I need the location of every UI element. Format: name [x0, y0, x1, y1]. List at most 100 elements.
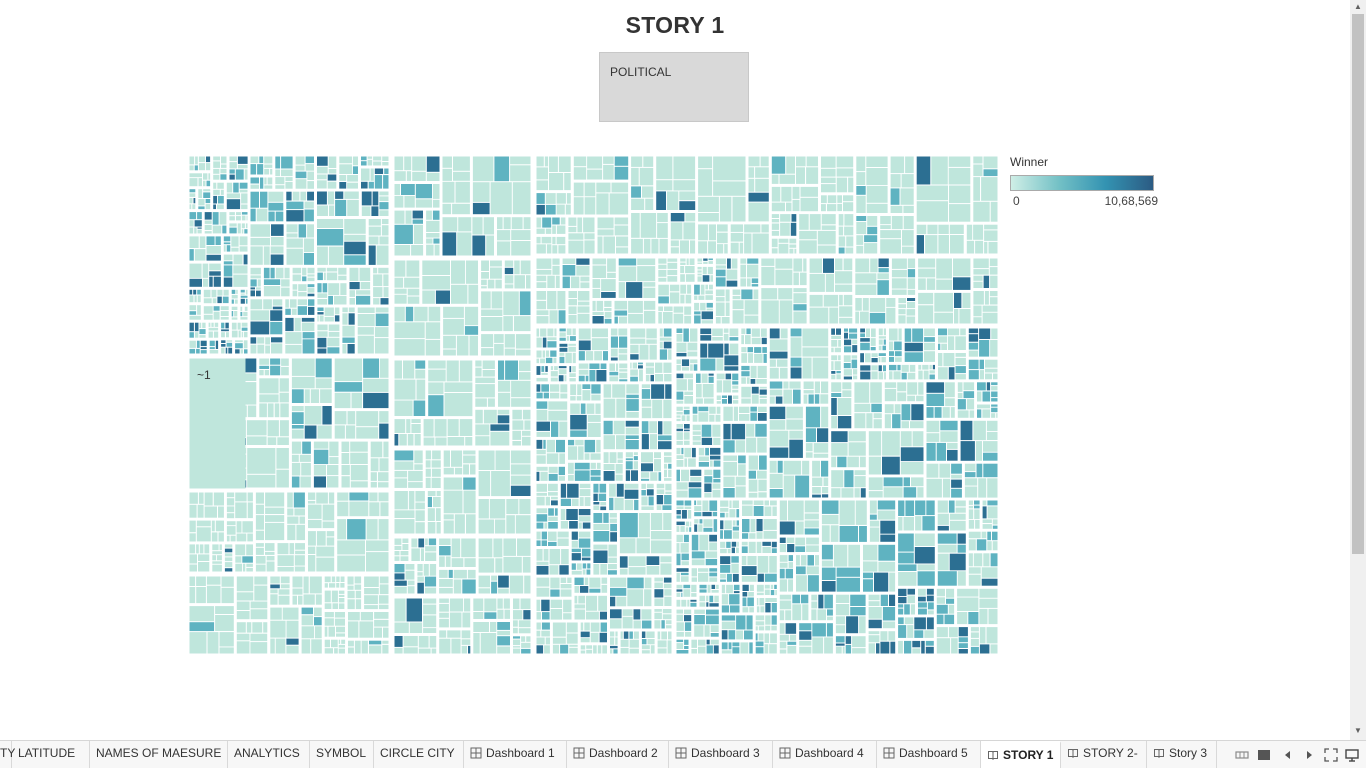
treemap-cell	[334, 295, 347, 305]
treemap-cell	[250, 164, 257, 175]
treemap-cell	[681, 367, 690, 371]
treemap-cell	[458, 217, 472, 232]
treemap-cell	[307, 224, 314, 238]
tab-story-1[interactable]: STORY 1	[981, 741, 1061, 768]
story-point-political[interactable]: POLITICAL	[599, 52, 749, 122]
treemap-chart[interactable]	[189, 156, 1001, 654]
treemap-cell	[220, 311, 229, 316]
treemap-cell	[670, 247, 679, 254]
scroll-down-icon[interactable]: ▼	[1354, 726, 1362, 735]
treemap-cell	[536, 392, 543, 399]
treemap-cell	[699, 519, 703, 524]
tab-symbol[interactable]: SYMBOL	[310, 741, 374, 768]
treemap-cell	[688, 482, 702, 488]
treemap-cell	[900, 447, 924, 462]
treemap-cell	[246, 622, 252, 633]
tab-dashboard-2[interactable]: Dashboard 2	[567, 741, 669, 768]
treemap-cell	[729, 605, 740, 613]
treemap-cell	[536, 244, 546, 254]
treemap-cell	[454, 514, 465, 534]
treemap-cell	[890, 156, 905, 174]
treemap-cell	[949, 185, 971, 204]
treemap-cell	[654, 612, 662, 620]
treemap-cell	[211, 532, 218, 542]
tab-dashboard-4[interactable]: Dashboard 4	[773, 741, 877, 768]
treemap-cell	[302, 267, 307, 276]
fullscreen-icon[interactable]	[1323, 747, 1339, 763]
treemap-cell	[224, 568, 233, 572]
treemap-cell	[552, 217, 560, 225]
treemap-cell	[324, 612, 334, 618]
filmstrip-icon[interactable]	[1234, 747, 1250, 763]
tab-names-of-maesure[interactable]: NAMES OF MAESURE	[90, 741, 228, 768]
treemap-cell	[686, 415, 690, 421]
treemap-cell	[880, 230, 901, 239]
tab-latitude[interactable]: LATITUDE	[12, 741, 90, 768]
treemap-cell	[889, 371, 893, 380]
treemap-cell	[328, 295, 333, 305]
treemap-cell	[481, 260, 489, 271]
treemap-cell	[679, 240, 689, 254]
next-sheet-icon[interactable]	[1301, 747, 1317, 763]
scroll-up-icon[interactable]: ▲	[1354, 2, 1362, 11]
treemap-cell	[943, 353, 955, 367]
treemap-cell	[339, 156, 352, 164]
treemap-cell	[559, 332, 566, 337]
treemap-cell	[953, 277, 971, 290]
treemap-cell	[745, 335, 751, 345]
treemap-cell	[658, 306, 663, 312]
treemap-cell	[735, 440, 746, 453]
treemap-cell	[491, 291, 503, 309]
treemap-cell	[487, 398, 495, 407]
tab-story-2[interactable]: STORY 2-	[1061, 741, 1147, 768]
treemap-cell	[194, 295, 197, 303]
treemap-cell	[301, 322, 315, 332]
prev-sheet-icon[interactable]	[1280, 747, 1296, 763]
treemap-cell	[332, 603, 338, 609]
scrollbar-thumb[interactable]	[1352, 14, 1364, 554]
tab-label: Dashboard 2	[589, 746, 658, 760]
treemap-cell	[732, 526, 739, 531]
treemap-cell	[725, 302, 730, 316]
treemap-cell	[255, 492, 264, 504]
tab-analytics[interactable]: ANALYTICS	[228, 741, 310, 768]
tabs-icon[interactable]	[1256, 747, 1272, 763]
tab-dashboard-3[interactable]: Dashboard 3	[669, 741, 773, 768]
presentation-icon[interactable]	[1344, 747, 1360, 763]
treemap-cell	[226, 526, 236, 535]
treemap-cell	[457, 232, 472, 256]
treemap-cell	[436, 522, 441, 534]
treemap-cell	[552, 637, 566, 644]
treemap-cell	[560, 384, 568, 393]
treemap-cell	[749, 607, 754, 613]
treemap-cell	[800, 555, 807, 566]
treemap-cell	[659, 337, 672, 341]
treemap-cell	[790, 357, 802, 367]
vertical-scrollbar[interactable]: ▲ ▼	[1350, 0, 1366, 740]
treemap-cell	[955, 353, 966, 357]
treemap-cell	[379, 191, 389, 196]
treemap-cell	[898, 608, 904, 615]
treemap-cell	[196, 544, 199, 554]
treemap-cell	[596, 439, 601, 453]
treemap-cell	[584, 439, 596, 453]
treemap-cell	[644, 577, 652, 589]
treemap-cell	[434, 244, 440, 256]
tab-circle-city[interactable]: CIRCLE CITY	[374, 741, 464, 768]
treemap-cell	[690, 469, 702, 476]
treemap-cell	[898, 572, 917, 586]
treemap-cell	[435, 437, 447, 446]
tab-dashboard-1[interactable]: Dashboard 1	[464, 741, 567, 768]
treemap-cell	[452, 203, 470, 215]
treemap-cell	[571, 553, 581, 561]
treemap-cell	[259, 403, 267, 418]
treemap-cell	[221, 344, 226, 347]
treemap-cell	[356, 411, 379, 427]
treemap-cell	[812, 494, 821, 498]
tab-ty[interactable]: TY	[0, 741, 15, 768]
tab-story-3[interactable]: Story 3	[1147, 741, 1217, 768]
treemap-cell	[949, 520, 966, 531]
tab-dashboard-5[interactable]: Dashboard 5	[877, 741, 981, 768]
treemap-cell	[607, 258, 616, 272]
treemap-cell	[223, 236, 231, 242]
